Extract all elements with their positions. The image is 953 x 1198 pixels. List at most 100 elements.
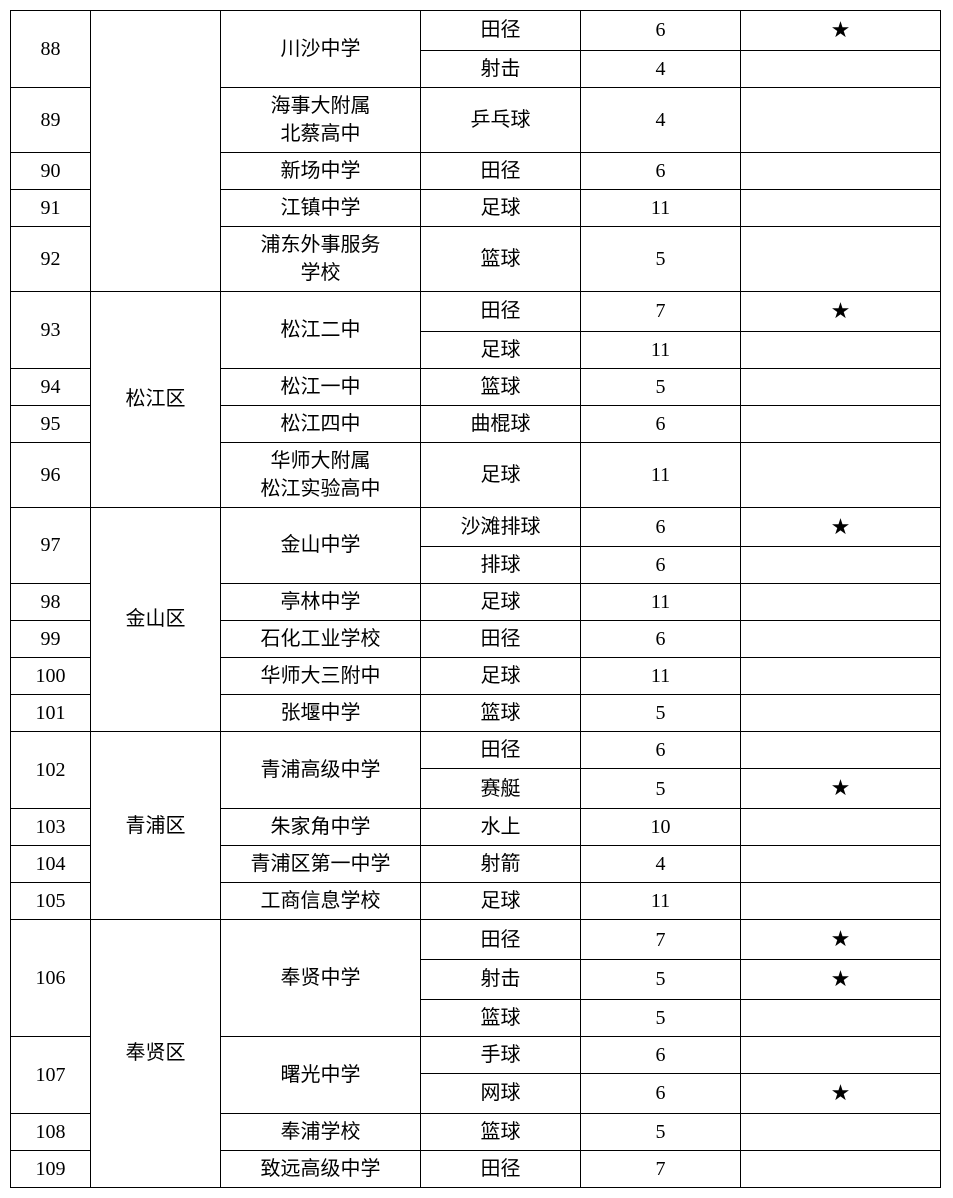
star-cell xyxy=(741,883,941,920)
idx-cell: 106 xyxy=(11,920,91,1037)
count-cell: 11 xyxy=(581,883,741,920)
idx-cell: 100 xyxy=(11,658,91,695)
sport-cell: 篮球 xyxy=(421,695,581,732)
count-cell: 6 xyxy=(581,1036,741,1073)
school-cell: 江镇中学 xyxy=(221,189,421,226)
star-cell xyxy=(741,50,941,87)
star-cell xyxy=(741,846,941,883)
school-cell: 致远高级中学 xyxy=(221,1150,421,1187)
school-cell: 石化工业学校 xyxy=(221,621,421,658)
star-cell xyxy=(741,189,941,226)
sport-cell: 足球 xyxy=(421,331,581,368)
school-cell: 华师大附属松江实验高中 xyxy=(221,442,421,507)
star-cell: ★ xyxy=(741,959,941,999)
idx-cell: 91 xyxy=(11,189,91,226)
district-cell xyxy=(91,11,221,292)
idx-cell: 93 xyxy=(11,291,91,368)
school-cell: 松江一中 xyxy=(221,368,421,405)
table-row: 88 川沙中学 田径 6 ★ xyxy=(11,11,941,51)
sport-cell: 足球 xyxy=(421,658,581,695)
count-cell: 5 xyxy=(581,226,741,291)
sport-cell: 篮球 xyxy=(421,368,581,405)
star-cell: ★ xyxy=(741,1073,941,1113)
sport-cell: 田径 xyxy=(421,732,581,769)
district-cell: 松江区 xyxy=(91,291,221,507)
sport-cell: 篮球 xyxy=(421,999,581,1036)
idx-cell: 94 xyxy=(11,368,91,405)
count-cell: 7 xyxy=(581,920,741,960)
count-cell: 7 xyxy=(581,1150,741,1187)
sport-cell: 曲棍球 xyxy=(421,405,581,442)
sport-cell: 田径 xyxy=(421,291,581,331)
count-cell: 6 xyxy=(581,732,741,769)
idx-cell: 101 xyxy=(11,695,91,732)
idx-cell: 99 xyxy=(11,621,91,658)
sport-cell: 沙滩排球 xyxy=(421,507,581,547)
school-cell: 工商信息学校 xyxy=(221,883,421,920)
school-cell: 松江四中 xyxy=(221,405,421,442)
sport-cell: 水上 xyxy=(421,809,581,846)
count-cell: 6 xyxy=(581,11,741,51)
idx-cell: 108 xyxy=(11,1113,91,1150)
count-cell: 10 xyxy=(581,809,741,846)
sport-cell: 田径 xyxy=(421,920,581,960)
school-cell: 浦东外事服务学校 xyxy=(221,226,421,291)
count-cell: 4 xyxy=(581,50,741,87)
idx-cell: 97 xyxy=(11,507,91,584)
star-cell xyxy=(741,732,941,769)
sport-cell: 射击 xyxy=(421,959,581,999)
sport-cell: 足球 xyxy=(421,883,581,920)
school-cell: 海事大附属北蔡高中 xyxy=(221,87,421,152)
count-cell: 5 xyxy=(581,1113,741,1150)
count-cell: 11 xyxy=(581,331,741,368)
school-cell: 川沙中学 xyxy=(221,11,421,88)
star-cell xyxy=(741,1150,941,1187)
count-cell: 6 xyxy=(581,547,741,584)
sport-cell: 手球 xyxy=(421,1036,581,1073)
school-cell: 朱家角中学 xyxy=(221,809,421,846)
school-cell: 张堰中学 xyxy=(221,695,421,732)
count-cell: 6 xyxy=(581,507,741,547)
star-cell xyxy=(741,547,941,584)
table-row: 102 青浦区 青浦高级中学 田径 6 xyxy=(11,732,941,769)
count-cell: 11 xyxy=(581,189,741,226)
count-cell: 7 xyxy=(581,291,741,331)
star-cell xyxy=(741,809,941,846)
star-cell: ★ xyxy=(741,11,941,51)
star-cell: ★ xyxy=(741,507,941,547)
district-cell: 金山区 xyxy=(91,507,221,732)
sport-cell: 乒乓球 xyxy=(421,87,581,152)
count-cell: 4 xyxy=(581,87,741,152)
star-cell xyxy=(741,584,941,621)
star-cell xyxy=(741,1113,941,1150)
idx-cell: 96 xyxy=(11,442,91,507)
idx-cell: 89 xyxy=(11,87,91,152)
star-cell xyxy=(741,658,941,695)
count-cell: 11 xyxy=(581,442,741,507)
star-cell: ★ xyxy=(741,920,941,960)
count-cell: 5 xyxy=(581,695,741,732)
star-cell xyxy=(741,1036,941,1073)
sport-cell: 田径 xyxy=(421,11,581,51)
idx-cell: 92 xyxy=(11,226,91,291)
idx-cell: 103 xyxy=(11,809,91,846)
sport-cell: 排球 xyxy=(421,547,581,584)
district-cell: 青浦区 xyxy=(91,732,221,920)
sport-cell: 篮球 xyxy=(421,226,581,291)
star-cell xyxy=(741,405,941,442)
idx-cell: 98 xyxy=(11,584,91,621)
star-cell xyxy=(741,226,941,291)
idx-cell: 105 xyxy=(11,883,91,920)
idx-cell: 109 xyxy=(11,1150,91,1187)
sport-cell: 足球 xyxy=(421,442,581,507)
school-cell: 华师大三附中 xyxy=(221,658,421,695)
count-cell: 11 xyxy=(581,658,741,695)
star-cell: ★ xyxy=(741,291,941,331)
sport-cell: 网球 xyxy=(421,1073,581,1113)
star-cell: ★ xyxy=(741,769,941,809)
school-cell: 奉贤中学 xyxy=(221,920,421,1037)
table-row: 93 松江区 松江二中 田径 7 ★ xyxy=(11,291,941,331)
district-cell: 奉贤区 xyxy=(91,920,221,1187)
idx-cell: 107 xyxy=(11,1036,91,1113)
sport-cell: 射击 xyxy=(421,50,581,87)
